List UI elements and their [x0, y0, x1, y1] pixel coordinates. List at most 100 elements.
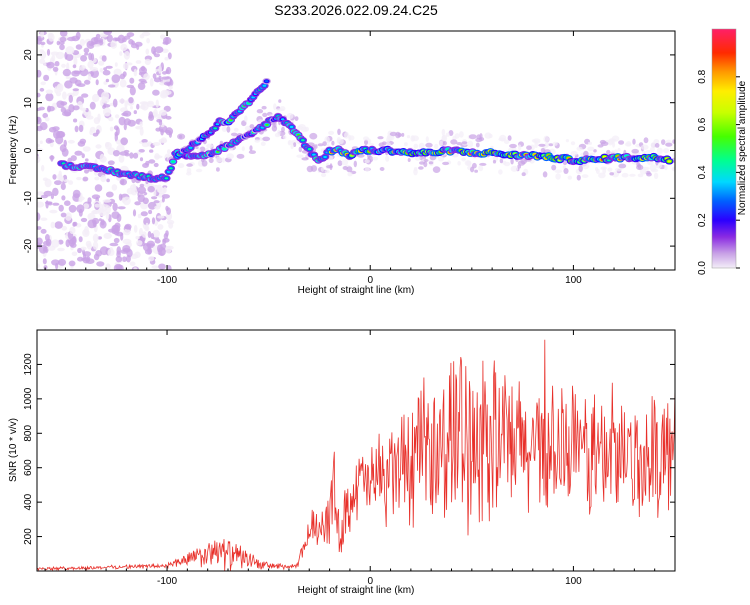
snr-frame: [36, 329, 676, 572]
halo-speckle: [298, 146, 302, 153]
noise-speckle: [161, 48, 169, 53]
noise-speckle: [103, 107, 112, 117]
halo-speckle: [551, 164, 557, 171]
noise-speckle: [126, 255, 131, 263]
noise-speckle: [95, 129, 100, 135]
noise-speckle: [160, 137, 167, 143]
y-tick-label: -20: [23, 238, 34, 253]
halo-speckle: [576, 174, 581, 181]
halo-speckle: [598, 172, 606, 179]
noise-speckle: [133, 225, 138, 233]
noise-speckle: [165, 127, 174, 136]
halo-speckle: [208, 157, 214, 164]
noise-speckle: [116, 250, 121, 258]
halo-speckle: [278, 99, 282, 103]
halo-speckle: [503, 139, 510, 145]
noise-speckle: [152, 229, 160, 238]
secondary-ridge-core: [264, 80, 269, 83]
noise-speckle: [75, 31, 81, 40]
halo-speckle: [554, 169, 563, 173]
halo-speckle: [273, 103, 277, 111]
halo-speckle: [531, 139, 537, 143]
noise-speckle: [72, 64, 77, 69]
noise-speckle: [121, 112, 129, 117]
halo-speckle: [479, 162, 487, 166]
noise-speckle: [72, 88, 80, 92]
halo-speckle: [582, 163, 590, 170]
noise-speckle: [83, 47, 90, 54]
halo-speckle: [256, 109, 264, 114]
noise-speckle: [102, 104, 111, 108]
figure-title: S233.2026.022.09.24.C25: [274, 2, 438, 18]
noise-speckle: [52, 66, 59, 72]
colorbar-tick-label: 0.0: [697, 261, 708, 275]
noise-speckle: [91, 217, 100, 225]
halo-speckle: [570, 141, 576, 146]
noise-speckle: [105, 205, 111, 214]
noise-speckle: [158, 109, 168, 116]
halo-speckle: [346, 166, 353, 173]
noise-speckle: [105, 78, 110, 83]
noise-speckle: [40, 228, 47, 234]
noise-speckle: [136, 103, 140, 110]
halo-speckle: [314, 144, 318, 149]
noise-speckle: [140, 65, 146, 72]
noise-speckle: [78, 198, 83, 203]
noise-speckle: [145, 160, 150, 166]
noise-speckle: [122, 196, 131, 206]
halo-speckle: [461, 141, 468, 145]
noise-speckle: [101, 55, 107, 62]
noise-speckle: [37, 92, 41, 98]
noise-speckle: [45, 89, 53, 95]
noise-speckle: [73, 70, 81, 75]
halo-speckle: [331, 140, 335, 146]
noise-speckle: [57, 247, 65, 252]
halo-speckle: [609, 172, 614, 176]
noise-speckle: [105, 65, 113, 69]
noise-speckle: [68, 104, 75, 113]
halo-speckle: [320, 167, 324, 172]
halo-speckle: [423, 161, 428, 168]
noise-speckle: [85, 158, 89, 162]
noise-speckle: [139, 157, 144, 162]
halo-speckle: [542, 171, 548, 178]
noise-speckle: [113, 68, 122, 77]
ridge-core: [312, 153, 316, 156]
noise-speckle: [120, 137, 128, 146]
noise-speckle: [118, 98, 126, 104]
noise-speckle: [60, 212, 67, 218]
noise-speckle: [87, 73, 92, 81]
noise-speckle: [165, 230, 169, 237]
noise-speckle: [56, 100, 65, 109]
snr-y-axis-label: SNR (10 * v/v): [8, 418, 19, 482]
noise-speckle: [124, 100, 128, 109]
noise-speckle: [115, 126, 120, 136]
noise-speckle: [128, 97, 134, 104]
ridge-core: [171, 160, 175, 163]
halo-speckle: [407, 158, 411, 162]
halo-speckle: [413, 168, 418, 176]
noise-speckle: [123, 50, 131, 60]
noise-speckle: [84, 169, 89, 174]
halo-speckle: [322, 141, 327, 147]
noise-speckle: [151, 265, 159, 269]
halo-speckle: [244, 115, 248, 123]
noise-speckle: [124, 223, 132, 230]
noise-speckle: [147, 231, 152, 238]
ridge-core: [169, 167, 173, 170]
noise-speckle: [48, 32, 55, 42]
halo-speckle: [177, 163, 185, 169]
noise-speckle: [123, 228, 131, 236]
halo-speckle: [661, 139, 666, 146]
noise-speckle: [111, 211, 120, 220]
noise-speckle: [158, 247, 166, 257]
snr-plot-area: [37, 339, 675, 571]
halo-speckle: [593, 149, 597, 153]
halo-speckle: [410, 135, 416, 142]
noise-speckle: [88, 52, 92, 61]
halo-speckle: [454, 133, 460, 139]
noise-speckle: [54, 86, 59, 94]
noise-speckle: [139, 104, 146, 110]
halo-speckle: [507, 135, 512, 141]
noise-speckle: [117, 206, 126, 210]
